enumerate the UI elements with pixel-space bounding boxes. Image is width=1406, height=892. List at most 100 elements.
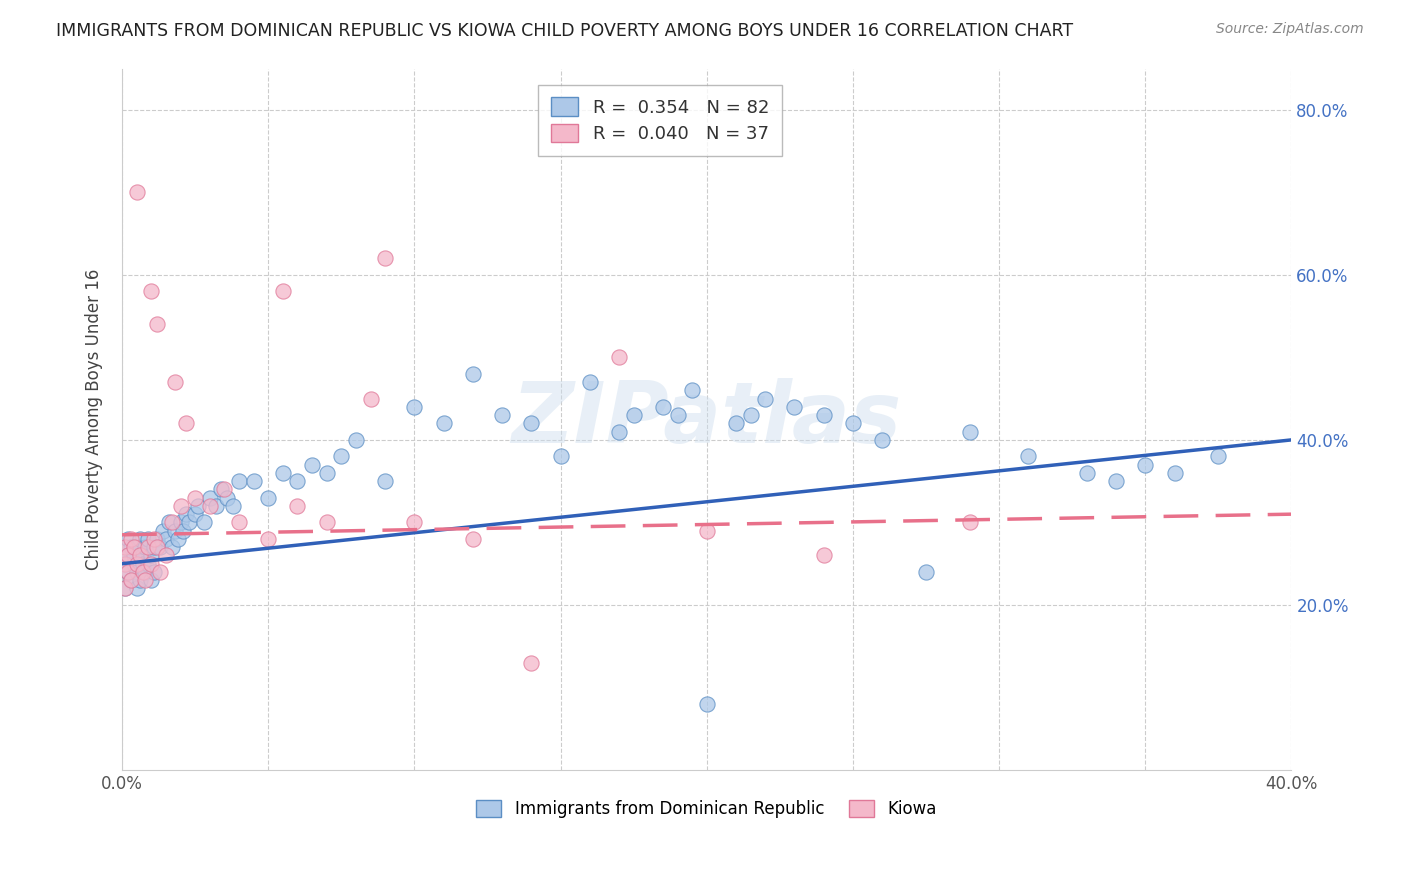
Point bbox=[520, 656, 543, 670]
Point bbox=[257, 532, 280, 546]
Point bbox=[724, 417, 747, 431]
Text: ZIPatlas: ZIPatlas bbox=[512, 377, 901, 461]
Point bbox=[134, 540, 156, 554]
Point bbox=[138, 540, 160, 554]
Legend: Immigrants from Dominican Republic, Kiowa: Immigrants from Dominican Republic, Kiow… bbox=[470, 793, 943, 825]
Text: IMMIGRANTS FROM DOMINICAN REPUBLIC VS KIOWA CHILD POVERTY AMONG BOYS UNDER 16 CO: IMMIGRANTS FROM DOMINICAN REPUBLIC VS KI… bbox=[56, 22, 1073, 40]
Point bbox=[143, 565, 166, 579]
Point bbox=[211, 483, 233, 497]
Point bbox=[138, 532, 160, 546]
Point bbox=[122, 549, 145, 563]
Point bbox=[155, 532, 177, 546]
Point bbox=[166, 532, 188, 546]
Point bbox=[228, 474, 250, 488]
Point bbox=[607, 351, 630, 365]
Point bbox=[578, 375, 600, 389]
Point bbox=[160, 516, 183, 530]
Point bbox=[143, 532, 166, 546]
Point bbox=[117, 565, 139, 579]
Point bbox=[141, 573, 163, 587]
Point bbox=[520, 417, 543, 431]
Point bbox=[461, 532, 484, 546]
Point bbox=[172, 524, 194, 538]
Point bbox=[681, 384, 703, 398]
Point bbox=[1135, 458, 1157, 472]
Point bbox=[217, 491, 239, 505]
Point bbox=[138, 557, 160, 571]
Point bbox=[117, 549, 139, 563]
Point bbox=[257, 491, 280, 505]
Point bbox=[271, 285, 294, 299]
Point bbox=[114, 557, 136, 571]
Point bbox=[128, 573, 150, 587]
Point bbox=[198, 491, 221, 505]
Point bbox=[149, 540, 172, 554]
Point bbox=[176, 417, 198, 431]
Point bbox=[754, 392, 776, 406]
Point bbox=[157, 516, 180, 530]
Point bbox=[125, 557, 148, 571]
Point bbox=[740, 408, 762, 422]
Point bbox=[143, 540, 166, 554]
Point bbox=[214, 483, 236, 497]
Point bbox=[114, 540, 136, 554]
Point bbox=[128, 549, 150, 563]
Point bbox=[813, 549, 835, 563]
Point bbox=[696, 697, 718, 711]
Point bbox=[870, 433, 893, 447]
Point bbox=[134, 565, 156, 579]
Point bbox=[141, 285, 163, 299]
Y-axis label: Child Poverty Among Boys Under 16: Child Poverty Among Boys Under 16 bbox=[86, 268, 103, 570]
Text: Source: ZipAtlas.com: Source: ZipAtlas.com bbox=[1216, 22, 1364, 37]
Point bbox=[222, 499, 245, 513]
Point bbox=[461, 367, 484, 381]
Point bbox=[696, 524, 718, 538]
Point bbox=[125, 540, 148, 554]
Point bbox=[666, 408, 689, 422]
Point bbox=[125, 186, 148, 200]
Point bbox=[404, 400, 426, 414]
Point bbox=[204, 499, 226, 513]
Point bbox=[1208, 450, 1230, 464]
Point bbox=[141, 557, 163, 571]
Point bbox=[120, 540, 142, 554]
Point bbox=[228, 516, 250, 530]
Point bbox=[146, 540, 169, 554]
Point bbox=[1105, 474, 1128, 488]
Point bbox=[114, 582, 136, 596]
Point bbox=[550, 450, 572, 464]
Point bbox=[169, 499, 191, 513]
Point bbox=[1076, 466, 1098, 480]
Point bbox=[160, 540, 183, 554]
Point bbox=[344, 433, 367, 447]
Point bbox=[360, 392, 382, 406]
Point bbox=[959, 425, 981, 439]
Point bbox=[163, 524, 186, 538]
Point bbox=[117, 565, 139, 579]
Point bbox=[117, 532, 139, 546]
Point bbox=[120, 573, 142, 587]
Point bbox=[152, 524, 174, 538]
Point bbox=[842, 417, 865, 431]
Point bbox=[114, 582, 136, 596]
Point bbox=[120, 532, 142, 546]
Point bbox=[179, 516, 201, 530]
Point bbox=[176, 507, 198, 521]
Point bbox=[131, 549, 153, 563]
Point bbox=[491, 408, 513, 422]
Point bbox=[783, 400, 806, 414]
Point bbox=[198, 499, 221, 513]
Point bbox=[169, 516, 191, 530]
Point bbox=[131, 565, 153, 579]
Point bbox=[271, 466, 294, 480]
Point bbox=[193, 516, 215, 530]
Point bbox=[120, 573, 142, 587]
Point bbox=[1017, 450, 1039, 464]
Point bbox=[128, 532, 150, 546]
Point bbox=[125, 565, 148, 579]
Point bbox=[134, 573, 156, 587]
Point bbox=[141, 549, 163, 563]
Point bbox=[374, 474, 396, 488]
Point bbox=[149, 565, 172, 579]
Point bbox=[287, 499, 309, 513]
